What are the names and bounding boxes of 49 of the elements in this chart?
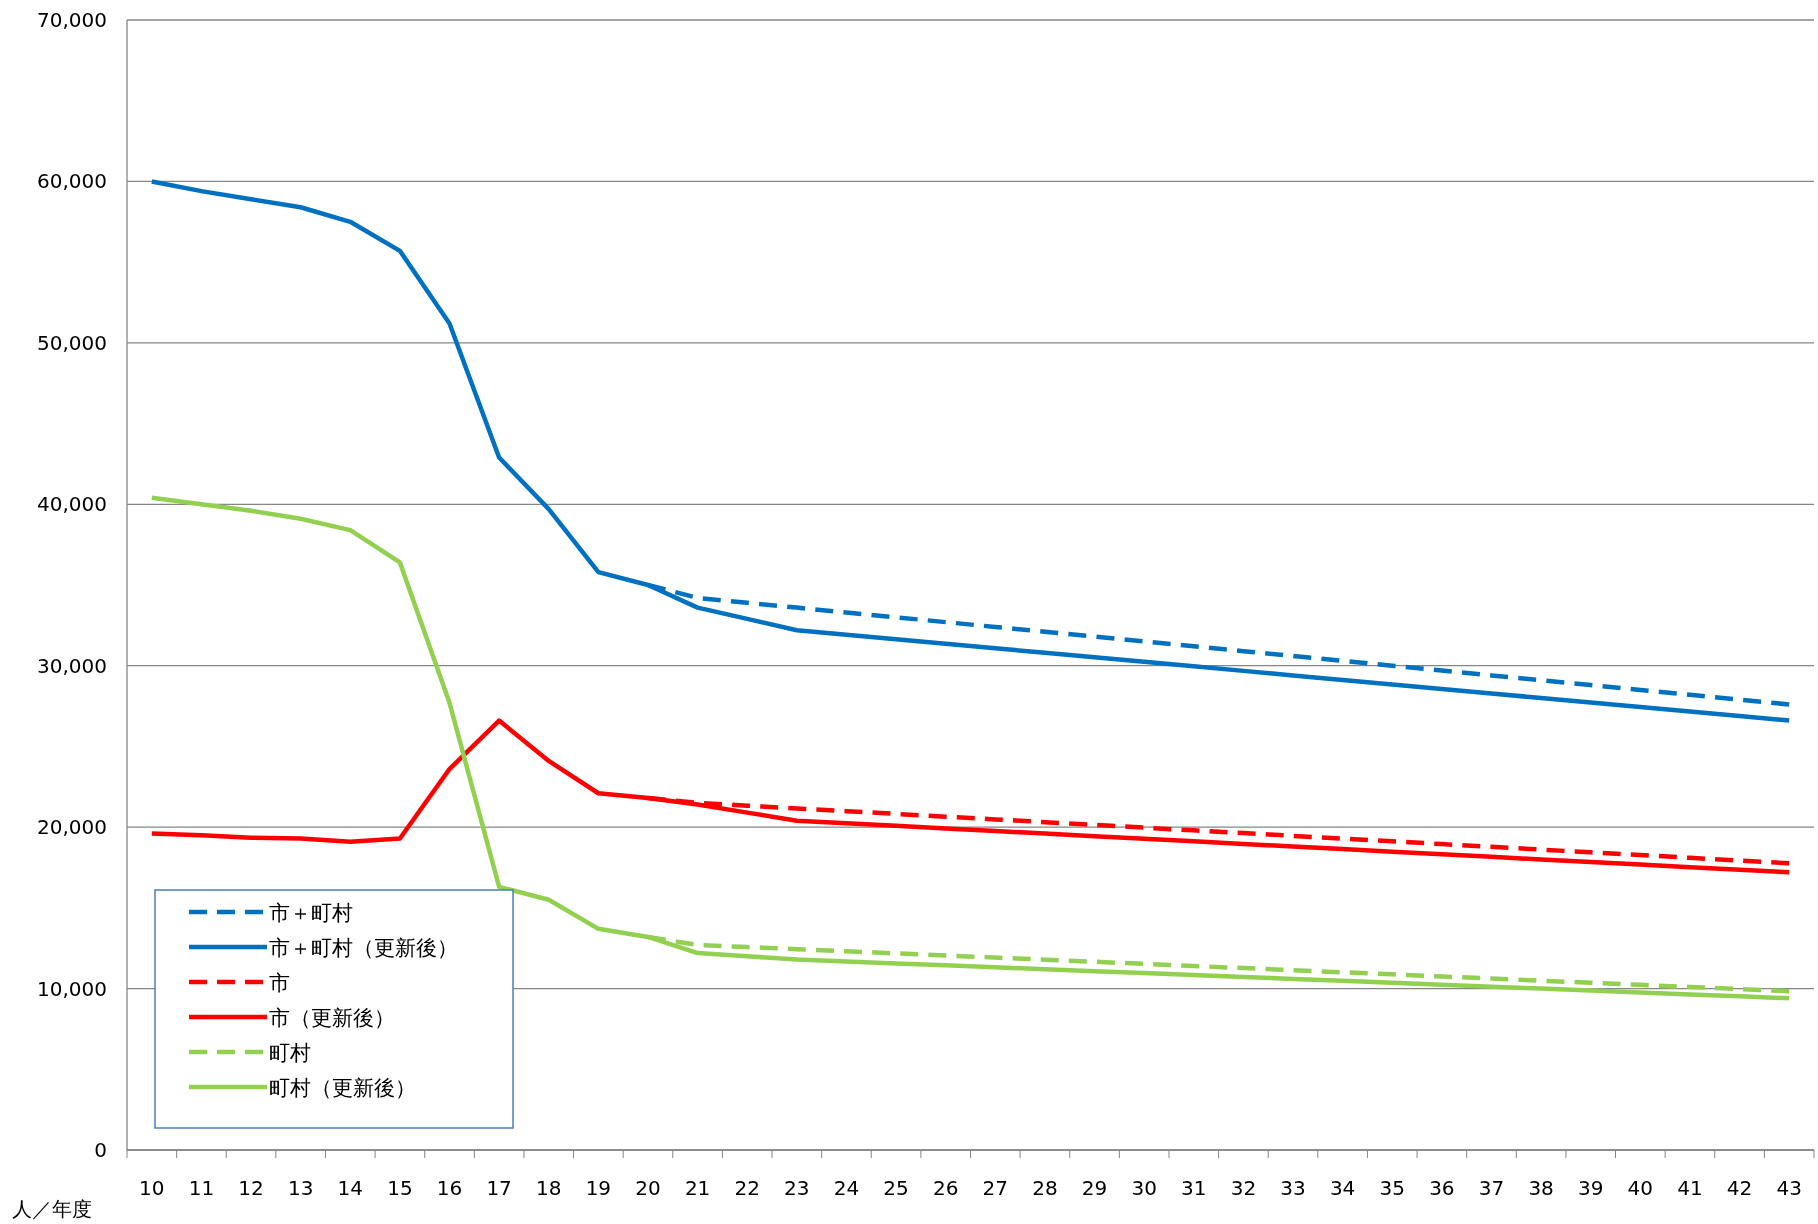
x-tick-label: 41 — [1677, 1176, 1703, 1200]
x-tick-label: 19 — [585, 1176, 612, 1200]
x-tick-label: 38 — [1528, 1176, 1554, 1200]
x-tick-label: 32 — [1230, 1176, 1257, 1200]
x-tick-label: 24 — [833, 1176, 860, 1200]
y-tick-label: 30,000 — [37, 653, 107, 678]
x-tick-label: 23 — [784, 1176, 810, 1200]
legend-label: 町村（更新後） — [269, 1076, 416, 1100]
x-tick-label: 26 — [932, 1176, 959, 1200]
y-tick-label: 0 — [94, 1138, 107, 1162]
x-tick-label: 29 — [1081, 1176, 1108, 1200]
legend-label: 市＋町村（更新後） — [269, 936, 458, 960]
x-tick-label: 11 — [188, 1176, 215, 1200]
y-tick-label: 20,000 — [37, 815, 107, 840]
y-tick-label: 40,000 — [37, 492, 107, 517]
legend-label: 市＋町村 — [269, 901, 353, 925]
x-tick-label: 17 — [486, 1176, 512, 1200]
legend-label: 市 — [269, 971, 290, 995]
x-tick-label: 16 — [436, 1176, 463, 1200]
x-tick-label: 22 — [734, 1176, 760, 1200]
y-tick-label: 70,000 — [37, 8, 107, 32]
x-tick-label: 25 — [883, 1176, 909, 1200]
x-tick-label: 42 — [1726, 1176, 1753, 1200]
x-tick-label: 13 — [287, 1176, 314, 1200]
x-tick-label: 43 — [1776, 1176, 1802, 1200]
x-tick-label: 35 — [1379, 1176, 1405, 1200]
x-tick-label: 36 — [1429, 1176, 1455, 1200]
x-tick-label: 12 — [238, 1176, 264, 1200]
x-tick-label: 18 — [536, 1176, 562, 1200]
x-tick-label: 39 — [1577, 1176, 1604, 1200]
x-axis-title: 人／年度 — [12, 1197, 92, 1221]
x-tick-label: 14 — [337, 1176, 364, 1200]
y-tick-label: 50,000 — [37, 330, 107, 355]
x-tick-label: 31 — [1181, 1176, 1207, 1200]
x-tick-label: 34 — [1329, 1176, 1356, 1200]
x-tick-label: 27 — [982, 1176, 1009, 1200]
x-tick-label: 37 — [1478, 1176, 1505, 1200]
y-tick-label: 60,000 — [37, 169, 107, 194]
x-tick-label: 21 — [684, 1176, 711, 1200]
x-tick-label: 30 — [1131, 1176, 1157, 1200]
legend-label: 町村 — [269, 1041, 311, 1065]
legend-label: 市（更新後） — [269, 1006, 395, 1030]
x-tick-label: 15 — [387, 1176, 413, 1200]
x-tick-label: 20 — [635, 1176, 661, 1200]
x-tick-label: 10 — [139, 1176, 165, 1200]
y-tick-label: 10,000 — [37, 976, 107, 1001]
x-tick-label: 33 — [1280, 1176, 1306, 1200]
x-tick-label: 28 — [1032, 1176, 1058, 1200]
x-tick-label: 40 — [1627, 1176, 1654, 1200]
